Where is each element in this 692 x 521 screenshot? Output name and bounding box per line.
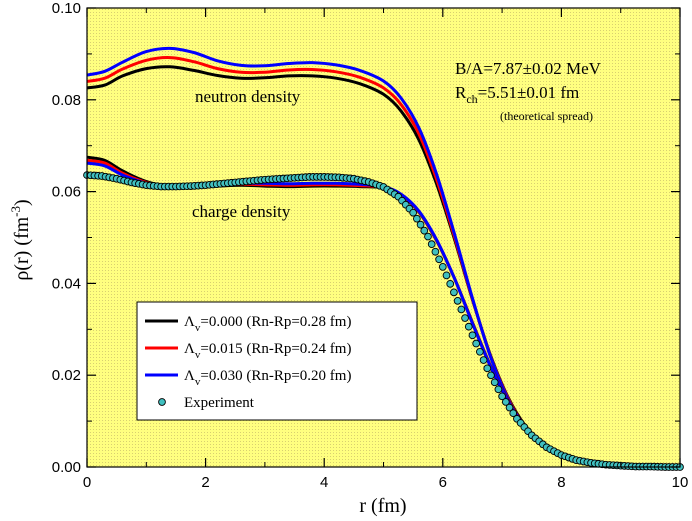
charge-radius-value: =5.51±0.01 fm [478, 83, 580, 102]
x-tick-label: 0 [83, 474, 91, 491]
legend-label-0: Λv=0.000 (Rn-Rp=0.28 fm) [184, 314, 351, 334]
experiment-point [490, 378, 499, 387]
experiment-point [453, 296, 462, 305]
x-tick-label: 2 [201, 474, 209, 491]
experiment-point [487, 371, 495, 380]
y-axis-title: ρ(r) (fm-3) [8, 199, 33, 280]
legend-label-2: Λv=0.030 (Rn-Rp=0.20 fm) [184, 368, 351, 388]
x-tick-label: 4 [320, 474, 328, 491]
experiment-point [438, 263, 447, 271]
charge-radius-subscript: ch [466, 92, 477, 106]
y-tick-label: 0.06 [52, 184, 81, 201]
legend-box [136, 301, 418, 421]
experiment-point [464, 322, 473, 331]
y-axis: 0.00 0.02 0.04 0.06 0.08 0.10 [52, 0, 680, 476]
x-tick-label: 8 [557, 474, 565, 491]
experiment-point [476, 347, 484, 356]
x-axis-title: r (fm) [359, 495, 406, 517]
legend: Λv=0.000 (Rn-Rp=0.28 fm) Λv=0.015 (Rn-Rp=… [136, 301, 418, 421]
x-tick-label: 10 [672, 474, 689, 491]
binding-energy-annotation: B/A=7.87±0.02 MeV [455, 59, 602, 78]
experiment-point [409, 208, 418, 217]
legend-swatch-experiment [158, 398, 166, 406]
experiment-point [494, 385, 503, 394]
charge-density-label: charge density [192, 202, 291, 221]
y-tick-label: 0.00 [52, 459, 81, 476]
charge-radius-symbol: R [455, 83, 467, 102]
neutron-density-label: neutron density [195, 87, 301, 106]
charge-radius-annotation: Rch=5.51±0.01 fm [455, 83, 579, 106]
experiment-point [509, 409, 518, 418]
legend-label-1: Λv=0.015 (Rn-Rp=0.24 fm) [184, 341, 351, 361]
experiment-point [472, 339, 481, 348]
y-axis-title-exponent: -3 [8, 206, 23, 217]
experiment-point [413, 214, 421, 223]
x-axis: 0 2 4 6 8 10 [83, 8, 689, 491]
experiment-point [483, 364, 492, 373]
experiment-point [450, 288, 458, 297]
y-tick-label: 0.08 [52, 92, 81, 109]
y-tick-label: 0.02 [52, 367, 81, 384]
experiment-point [424, 232, 432, 241]
y-tick-label: 0.10 [52, 0, 81, 17]
y-tick-label: 0.04 [52, 275, 81, 292]
experiment-point [427, 240, 436, 249]
experiment-point [468, 331, 477, 340]
x-tick-label: 6 [439, 474, 447, 491]
experiment-point [501, 398, 510, 406]
experiment-point [416, 220, 425, 229]
experiment-point [442, 271, 451, 280]
experiment-point [498, 392, 506, 401]
y-axis-title-close: ) [11, 199, 33, 206]
legend-label-experiment: Experiment [184, 395, 255, 411]
experiment-point [505, 403, 514, 412]
y-axis-title-main: ρ(r) (fm [11, 216, 33, 280]
experiment-point [435, 255, 443, 264]
theoretical-spread-annotation: (theoretical spread) [500, 109, 593, 123]
experiment-point [457, 305, 466, 314]
experiment-point [479, 356, 488, 364]
experiment-point [431, 247, 440, 256]
experiment-point [461, 314, 469, 322]
experiment-point [420, 226, 429, 235]
experiment-point [446, 280, 455, 288]
